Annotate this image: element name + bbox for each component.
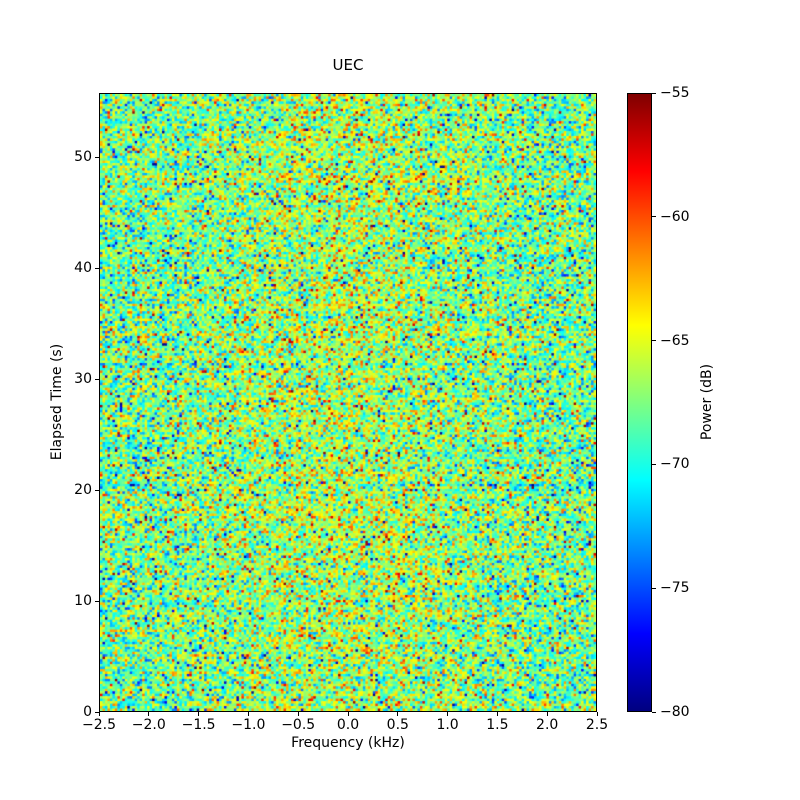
y-tick-mark: [95, 600, 99, 602]
colorbar-tick-label: −65: [660, 332, 690, 349]
x-tick-label: 2.5: [585, 717, 609, 733]
x-tick-mark: [596, 712, 598, 716]
x-axis-label: Frequency (kHz): [291, 735, 405, 751]
x-tick-mark: [98, 712, 100, 716]
x-tick-mark: [546, 712, 548, 716]
colorbar-label: Power (dB): [699, 363, 715, 441]
y-tick-mark: [95, 711, 99, 713]
colorbar: [627, 93, 652, 712]
x-tick-mark: [397, 712, 399, 716]
y-tick-mark: [95, 489, 99, 491]
colorbar-tick-mark: [652, 216, 656, 218]
x-tick-mark: [297, 712, 299, 716]
spectrogram-heatmap: [100, 94, 596, 711]
colorbar-tick-mark: [652, 587, 656, 589]
x-tick-mark: [496, 712, 498, 716]
x-tick-label: −2.0: [131, 717, 166, 733]
colorbar-tick-mark: [652, 711, 656, 713]
colorbar-tick-mark: [652, 340, 656, 342]
x-tick-label: −1.0: [231, 717, 266, 733]
colorbar-tick-label: −70: [660, 456, 690, 473]
colorbar-tick-label: −80: [660, 704, 690, 720]
y-tick-label: 10: [74, 593, 92, 610]
colorbar-tick-mark: [652, 463, 656, 465]
y-tick-label: 30: [74, 371, 92, 388]
x-tick-mark: [447, 712, 449, 716]
x-tick-label: 2.0: [536, 717, 559, 733]
plot-title: UEC: [332, 56, 364, 74]
x-tick-mark: [347, 712, 349, 716]
x-tick-mark: [247, 712, 249, 716]
y-tick-label: 50: [74, 149, 92, 166]
y-axis-label: Elapsed Time (s): [49, 343, 65, 461]
plot-area: [99, 93, 597, 712]
x-tick-label: −2.5: [82, 717, 116, 733]
y-tick-label: 40: [74, 260, 92, 277]
x-tick-label: −0.5: [281, 717, 316, 733]
y-tick-mark: [95, 267, 99, 269]
x-tick-label: 0.5: [386, 717, 409, 733]
colorbar-tick-label: −55: [660, 85, 690, 101]
x-tick-label: 1.5: [486, 717, 509, 733]
y-tick-mark: [95, 378, 99, 380]
x-tick-mark: [198, 712, 200, 716]
x-tick-label: −1.5: [181, 717, 216, 733]
x-tick-label: 0.0: [336, 717, 360, 733]
x-tick-mark: [148, 712, 150, 716]
y-tick-mark: [95, 156, 99, 158]
colorbar-tick-label: −60: [660, 208, 690, 225]
colorbar-tick-label: −75: [660, 580, 690, 597]
y-tick-label: 20: [74, 482, 92, 499]
y-tick-label: 0: [83, 704, 92, 720]
x-tick-label: 1.0: [436, 717, 459, 733]
colorbar-tick-mark: [652, 92, 656, 94]
